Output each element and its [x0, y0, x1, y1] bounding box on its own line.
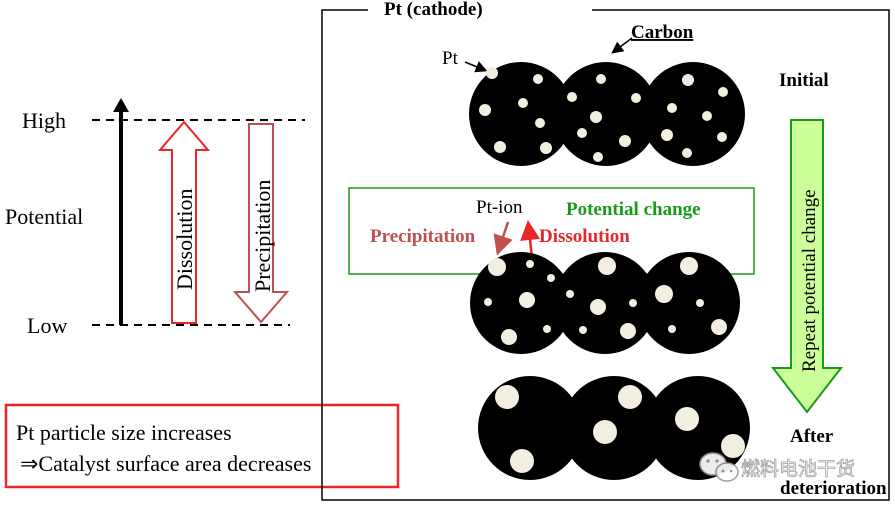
- carbon-row-initial: [469, 62, 745, 166]
- pt-particle: [577, 128, 587, 138]
- dissolution-arrow: Dissolution: [157, 120, 211, 324]
- pt-particle: [717, 132, 727, 142]
- pt-particle: [619, 135, 631, 147]
- summary-line-2: ⇒Catalyst surface area decreases: [20, 451, 311, 476]
- potential-axis-group: High Low Potential: [5, 98, 305, 338]
- pt-particle: [593, 420, 617, 444]
- after-label-line-2: deterioration: [780, 478, 887, 499]
- pt-particle: [680, 257, 698, 275]
- potential-change-box: Pt-ion Potential change Precipitation Di…: [348, 187, 755, 275]
- pt-particle: [702, 111, 712, 121]
- pt-particle: [596, 74, 606, 84]
- pt-particle: [718, 87, 728, 97]
- pt-particle: [629, 299, 637, 307]
- pt-particle: [533, 74, 543, 84]
- pt-particle: [494, 141, 506, 153]
- potential-label: Potential: [5, 204, 83, 229]
- cathode-panel: Pt (cathode) Initial Carbon Pt: [321, 0, 890, 501]
- summary-line-1: Pt particle size increases: [16, 420, 232, 445]
- pt-particle: [484, 298, 492, 306]
- pt-particle: [593, 152, 603, 162]
- pt-particle: [661, 129, 673, 141]
- pt-particle: [668, 325, 676, 333]
- pt-ion-label: Pt-ion: [476, 197, 523, 218]
- carbon-row-after: [478, 376, 750, 480]
- pt-particle: [510, 449, 534, 473]
- pt-particle: [479, 104, 491, 116]
- pt-particle: [566, 290, 574, 298]
- pt-particle: [518, 98, 528, 108]
- precipitation-arrow: Precipitation: [232, 123, 290, 324]
- watermark-text: 燃料电池干货: [741, 458, 855, 480]
- pt-particle: [540, 142, 552, 154]
- low-label: Low: [27, 313, 67, 338]
- pt-particle: [696, 299, 704, 307]
- pt-particle: [675, 407, 699, 431]
- after-label-line-1: After: [790, 426, 834, 447]
- pt-particle: [488, 258, 506, 276]
- pt-particle: [682, 74, 694, 86]
- pt-particle: [567, 92, 577, 102]
- pt-particle: [711, 319, 727, 335]
- pt-particle: [501, 329, 517, 345]
- precipitation-label: Precipitation: [370, 226, 476, 247]
- dissolution-arrow-label: Dissolution: [172, 189, 197, 290]
- carbon-label: Carbon: [631, 22, 694, 43]
- potential-change-label: Potential change: [566, 199, 701, 220]
- cathode-title: Pt (cathode): [384, 0, 483, 20]
- pt-particle: [495, 385, 519, 409]
- initial-label: Initial: [779, 70, 829, 91]
- pt-particle: [547, 274, 555, 282]
- pt-particle: [598, 257, 616, 275]
- pt-particle: [682, 148, 692, 158]
- pt-particle: [579, 326, 587, 334]
- high-label: High: [22, 108, 66, 133]
- carbon-sphere: [469, 62, 573, 166]
- repeat-label: Repeat potential change: [799, 189, 820, 372]
- pt-pointer: [464, 61, 488, 73]
- pt-particle: [721, 434, 745, 458]
- pt-particle: [631, 93, 641, 103]
- pt-particle: [486, 67, 498, 79]
- pt-particle: [590, 111, 602, 123]
- repeat-potential-arrow: Repeat potential change: [770, 119, 844, 414]
- pt-particle: [667, 103, 677, 113]
- pt-particle: [618, 385, 642, 409]
- dissolution-label: Dissolution: [539, 226, 630, 247]
- precipitation-pointer: [493, 221, 513, 256]
- summary-box: Pt particle size increases ⇒Catalyst sur…: [4, 403, 400, 489]
- potential-axis-arrowhead: [113, 98, 129, 112]
- precipitation-arrow-label: Precipitation: [250, 180, 275, 292]
- pt-label: Pt: [442, 48, 459, 69]
- carbon-sphere: [646, 376, 750, 480]
- pt-particle: [655, 285, 673, 303]
- wechat-icon: [699, 452, 739, 482]
- pt-particle: [590, 299, 606, 315]
- watermark: 燃料电池干货: [699, 452, 855, 482]
- pt-particle: [535, 118, 545, 128]
- pt-particle: [620, 323, 636, 339]
- carbon-pointer: [611, 37, 633, 54]
- carbon-row-intermediate: [470, 252, 740, 354]
- pt-particle: [519, 292, 535, 308]
- pt-particle: [543, 325, 551, 333]
- carbon-sphere: [554, 62, 658, 166]
- pt-particle: [526, 260, 534, 268]
